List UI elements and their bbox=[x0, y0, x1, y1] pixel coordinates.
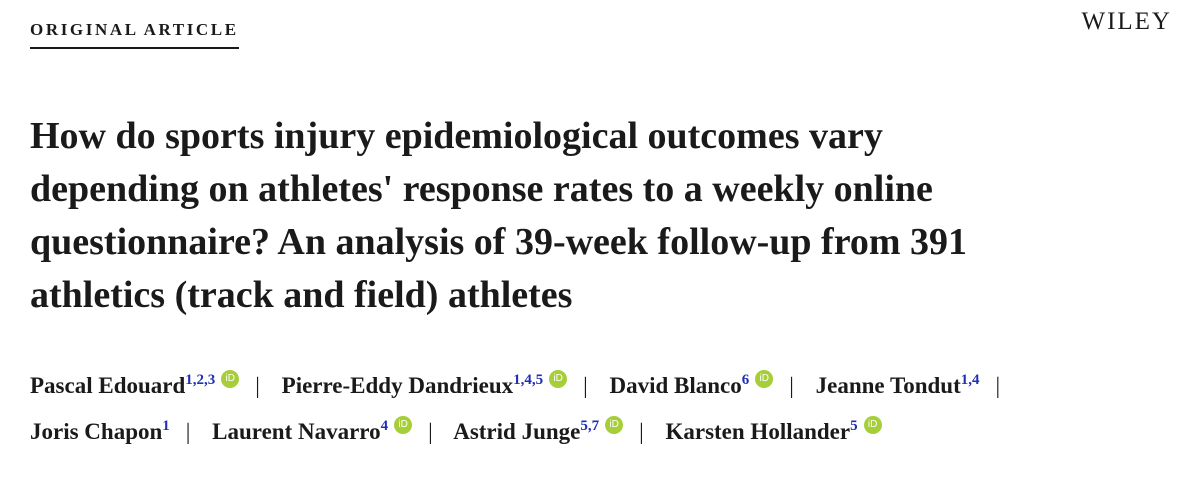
author: Pierre-Eddy Dandrieux1,4,5 iD | bbox=[281, 370, 604, 398]
title-line: athletics (track and field) athletes bbox=[30, 274, 573, 316]
author: Laurent Navarro4 iD | bbox=[212, 416, 449, 444]
author: Astrid Junge5,7 iD | bbox=[453, 416, 660, 444]
affiliations: 1 bbox=[162, 418, 170, 434]
affiliations: 1,4 bbox=[960, 372, 980, 388]
separator: | bbox=[639, 419, 644, 444]
separator: | bbox=[583, 373, 588, 398]
author-name: Pascal Edouard bbox=[30, 373, 186, 398]
affiliations: 5,7 bbox=[580, 418, 600, 434]
separator: | bbox=[428, 419, 433, 444]
publisher: WILEY bbox=[1081, 8, 1172, 35]
author-name: Astrid Junge bbox=[453, 419, 581, 444]
title-line: depending on athletes' response rates to… bbox=[30, 168, 933, 210]
title-line: questionnaire? An analysis of 39-week fo… bbox=[30, 221, 968, 263]
author-name: Laurent Navarro bbox=[212, 419, 381, 444]
author-list: Pascal Edouard1,2,3 iD | Pierre-Eddy Dandr… bbox=[30, 360, 1090, 452]
author: Karsten Hollander5 iD bbox=[665, 416, 882, 444]
affiliations: 5 bbox=[850, 418, 858, 434]
author: David Blanco6 iD | bbox=[609, 370, 809, 398]
author-name: Joris Chapon bbox=[30, 419, 163, 444]
separator: | bbox=[255, 373, 260, 398]
author-name: Pierre-Eddy Dandrieux bbox=[281, 373, 514, 398]
orcid-icon: iD bbox=[755, 370, 774, 388]
orcid-icon: iD bbox=[549, 370, 568, 388]
author-name: Jeanne Tondut bbox=[815, 373, 961, 398]
author-name: David Blanco bbox=[609, 373, 742, 398]
title: How do sports injury epidemiological out… bbox=[30, 110, 967, 322]
author: Joris Chapon1 | bbox=[30, 418, 206, 444]
orcid-icon: iD bbox=[394, 416, 413, 434]
article-type: ORIGINAL ARTICLE bbox=[30, 20, 239, 49]
affiliations: 6 bbox=[741, 372, 750, 388]
affiliations: 1,4,5 bbox=[513, 372, 544, 388]
orcid-icon: iD bbox=[221, 370, 240, 388]
author: Jeanne Tondut1,4 | bbox=[815, 372, 1016, 398]
title-line: How do sports injury epidemiological out… bbox=[30, 115, 883, 157]
author: Pascal Edouard1,2,3 iD | bbox=[30, 370, 276, 398]
orcid-icon: iD bbox=[605, 416, 624, 434]
separator: | bbox=[185, 419, 191, 444]
author-name: Karsten Hollander bbox=[665, 419, 851, 444]
affiliations: 4 bbox=[380, 418, 389, 434]
orcid-icon: iD bbox=[863, 416, 882, 434]
affiliations: 1,2,3 bbox=[185, 372, 216, 388]
separator: | bbox=[995, 373, 1001, 398]
separator: | bbox=[789, 373, 794, 398]
